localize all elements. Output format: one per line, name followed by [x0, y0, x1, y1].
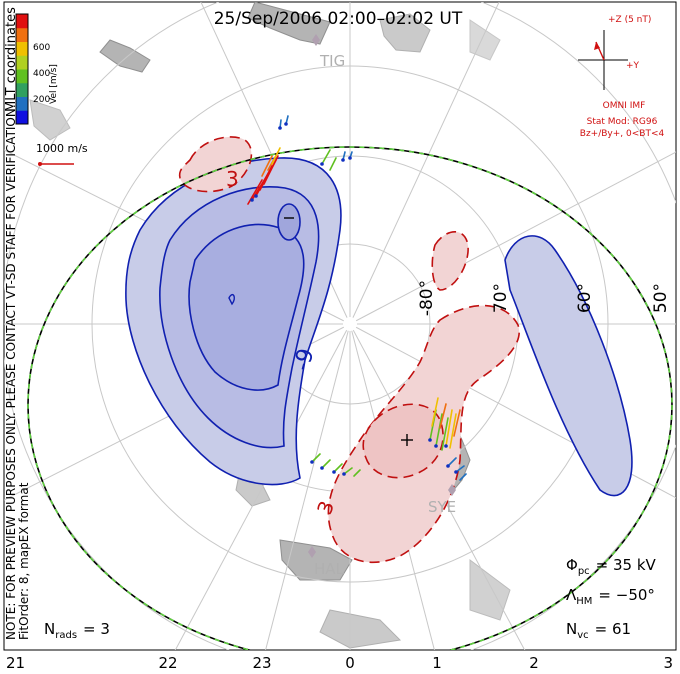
stats-nvc: Nvc = 61 — [566, 620, 631, 641]
mlt-tick-3: 3 — [663, 654, 673, 672]
imf-model-label: Stat Mod: RG96 — [587, 117, 658, 127]
colorbar-segment — [16, 27, 28, 42]
colorbar-segment — [16, 110, 28, 125]
stats-lambda-hm: ΛHM = −50° — [566, 586, 655, 607]
imf-vector-head — [594, 42, 600, 50]
mlt-axis: 21 22 23 0 1 2 3 — [6, 654, 673, 672]
colorbar-segment — [16, 82, 28, 97]
station-label-tig: TIG — [319, 52, 345, 70]
svg-text:Φpc= 35 kV: Φpc = 35 kV — [566, 556, 657, 577]
colorbar-segment — [16, 96, 28, 111]
imf-panel: +Z (5 nT) +Y OMNI IMF Stat Mod: RG96 Bz+… — [578, 15, 664, 139]
imf-z-label: +Z (5 nT) — [608, 15, 651, 25]
station-label-sye: SYE — [428, 498, 456, 516]
lat-label-50: 50° — [651, 283, 671, 313]
pole-marker — [343, 317, 357, 331]
stats-nrads: Nrads = 3 — [44, 620, 110, 641]
svg-text:Nvc= 61: Nvc = 61 — [566, 620, 631, 641]
mlt-tick-2: 2 — [529, 654, 539, 672]
contour-label-3-top: 3 — [226, 167, 239, 191]
reference-vector-label: 1000 m/s — [36, 142, 88, 155]
svg-text:ΛHM= −50°: ΛHM = −50° — [566, 586, 655, 607]
colorbar-segment — [16, 55, 28, 70]
colorbar-frame — [15, 13, 29, 125]
colorbar-tick-200: 200 — [33, 95, 50, 105]
dawn-negative-band — [504, 235, 633, 497]
stats-phi-pc: Φpc = 35 kV — [566, 556, 657, 577]
station-label-hal: HAL — [314, 560, 345, 578]
reference-vector-dot — [38, 162, 42, 166]
negative-potential-cell — [125, 157, 342, 486]
mlt-tick-22: 22 — [158, 654, 177, 672]
svg-text:Nrads= 3: Nrads = 3 — [44, 620, 110, 641]
mlt-coordinates-label: MLT coordinates — [4, 7, 19, 112]
colorbar-tick-400: 400 — [33, 69, 50, 79]
velocity-scale-label: Vel [m/s] — [49, 64, 59, 104]
lat-label-80: -80° — [417, 280, 437, 316]
colorbar-tick-600: 600 — [33, 43, 50, 53]
mlt-tick-21: 21 — [6, 654, 25, 672]
velocity-vectors — [247, 115, 467, 481]
mlt-tick-0: 0 — [345, 654, 355, 672]
lat-label-60: 60° — [575, 283, 595, 313]
hmb-dash — [27, 146, 673, 650]
colorbar-segment — [16, 69, 28, 84]
imf-omni-label: OMNI IMF — [603, 101, 646, 111]
mlt-tick-23: 23 — [252, 654, 271, 672]
map-title: 25/Sep/2006 02:00–02:02 UT — [214, 9, 463, 29]
lat-label-70: 70° — [491, 283, 511, 313]
fit-order-note: FitOrder: 8, mapEX format — [17, 482, 31, 640]
imf-y-label: +Y — [626, 61, 640, 71]
colorbar-segment — [16, 41, 28, 56]
colorbar-segment — [16, 14, 28, 29]
station-markers — [308, 34, 456, 558]
imf-condition-label: Bz+/By+, 0<BT<4 — [580, 129, 665, 139]
mlt-tick-1: 1 — [432, 654, 442, 672]
preview-note: NOTE: FOR PREVIEW PURPOSES ONLY. PLEASE … — [4, 104, 18, 640]
velocity-colorbar — [15, 13, 29, 125]
